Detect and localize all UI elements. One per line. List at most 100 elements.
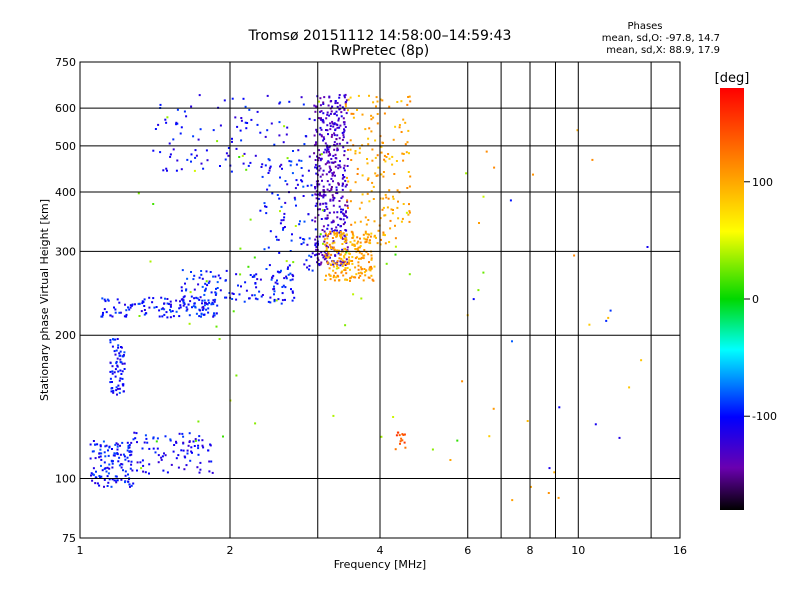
data-point	[394, 448, 397, 451]
data-point	[324, 142, 327, 145]
data-point	[157, 454, 160, 457]
data-point	[128, 483, 131, 486]
data-point	[294, 225, 297, 227]
data-point	[245, 168, 248, 171]
data-point	[197, 444, 200, 447]
data-point	[109, 314, 112, 317]
data-point	[113, 454, 116, 457]
data-point	[313, 134, 316, 137]
data-point	[251, 294, 254, 297]
data-point	[111, 315, 114, 318]
data-point	[103, 298, 106, 301]
data-point	[385, 196, 388, 199]
data-point	[121, 441, 124, 444]
data-point	[472, 298, 475, 301]
data-point	[290, 239, 293, 242]
data-point	[317, 259, 320, 262]
data-point	[191, 451, 193, 454]
data-point	[155, 440, 158, 443]
data-point	[210, 291, 213, 294]
data-point	[358, 246, 361, 249]
data-point	[195, 312, 198, 315]
data-point	[371, 159, 374, 162]
data-point	[329, 245, 332, 248]
data-point	[344, 105, 347, 108]
data-point	[398, 434, 401, 437]
data-point	[121, 355, 124, 358]
data-point	[127, 460, 130, 463]
y-axis-label: Stationary phase Virtual Height [km]	[38, 199, 51, 401]
data-point	[334, 165, 337, 168]
data-point	[266, 94, 269, 97]
data-point	[330, 187, 333, 190]
data-point	[337, 223, 340, 226]
data-point	[548, 467, 551, 470]
data-point	[216, 140, 219, 143]
data-point	[322, 235, 325, 238]
data-point	[280, 205, 283, 208]
data-point	[375, 96, 378, 99]
data-point	[329, 199, 332, 202]
data-point	[163, 452, 165, 455]
data-point	[278, 102, 281, 105]
data-point	[113, 306, 115, 309]
data-point	[332, 231, 335, 234]
data-point	[120, 478, 123, 481]
data-point	[342, 136, 345, 139]
data-point	[397, 217, 400, 220]
data-point	[250, 118, 253, 121]
data-point	[169, 310, 172, 313]
data-point	[370, 114, 373, 117]
data-point	[166, 302, 169, 305]
data-point	[333, 241, 336, 244]
data-point	[138, 302, 141, 305]
data-point	[175, 169, 178, 172]
data-point	[179, 132, 182, 135]
data-point	[343, 164, 346, 167]
data-point	[322, 256, 325, 259]
data-point	[164, 435, 167, 438]
data-point	[327, 104, 330, 107]
data-point	[116, 479, 119, 482]
data-point	[177, 466, 180, 469]
data-point	[319, 233, 322, 236]
data-point	[188, 322, 191, 325]
data-point	[399, 440, 402, 443]
data-point	[342, 212, 344, 215]
data-point	[315, 190, 318, 193]
data-point	[332, 198, 335, 201]
data-point	[109, 381, 112, 384]
data-point	[194, 438, 197, 441]
data-point	[137, 302, 140, 305]
data-point	[207, 307, 210, 310]
data-point	[300, 167, 303, 169]
data-point	[318, 133, 321, 136]
data-point	[383, 112, 386, 115]
data-point	[149, 260, 152, 263]
data-point	[334, 229, 337, 232]
data-point	[347, 109, 349, 112]
data-point	[322, 121, 325, 124]
data-point	[195, 154, 198, 157]
data-point	[343, 169, 346, 172]
y-tick-label: 300	[55, 245, 76, 258]
data-point	[372, 198, 375, 200]
data-point	[354, 181, 357, 184]
data-point	[279, 222, 282, 225]
data-point	[375, 105, 377, 108]
data-point	[129, 304, 132, 307]
data-point	[357, 246, 360, 249]
data-point	[130, 441, 133, 444]
data-point	[282, 141, 285, 144]
data-point	[394, 245, 397, 248]
data-point	[109, 361, 112, 364]
data-point	[121, 463, 124, 466]
data-point	[213, 300, 216, 303]
y-tick-label: 500	[55, 140, 76, 153]
data-point	[395, 160, 398, 162]
data-point	[204, 301, 207, 304]
data-point	[374, 139, 377, 142]
data-point	[406, 141, 409, 144]
data-point	[268, 264, 271, 267]
data-point	[509, 199, 512, 202]
